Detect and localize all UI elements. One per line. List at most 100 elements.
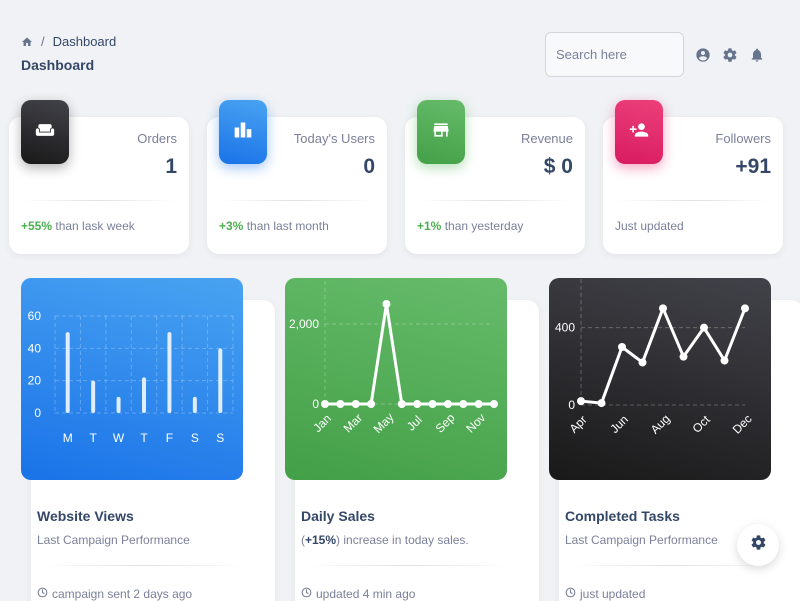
- y-tick-label: 40: [28, 341, 42, 355]
- divider: [565, 565, 779, 566]
- settings-icon[interactable]: [721, 46, 739, 64]
- data-point: [659, 304, 667, 313]
- stat-value: $ 0: [543, 155, 573, 178]
- y-tick-label: 2,000: [289, 317, 319, 331]
- chart-subtitle-text: increase in today sales.: [340, 533, 469, 547]
- x-tick-label: M: [63, 431, 73, 445]
- settings-icon: [750, 534, 767, 556]
- notifications-icon[interactable]: [748, 46, 766, 64]
- divider: [615, 200, 771, 201]
- top-navbar: / Dashboard Dashboard: [0, 0, 800, 95]
- chart-subtitle-emphasis: +15%: [305, 533, 337, 547]
- stat-label: Orders: [137, 131, 177, 146]
- chart-subtitle-text: Last Campaign Performance: [37, 533, 190, 547]
- stat-label: Today's Users: [293, 131, 375, 146]
- chart-box: 0 20 40 60 M T W T F S S: [21, 278, 243, 480]
- data-point: [413, 400, 422, 408]
- bar: [91, 380, 96, 413]
- line-chart: 0 2,000 Jan Mar May Jul Sep Nov: [289, 278, 498, 436]
- stat-value: 1: [165, 155, 177, 178]
- x-tick-label: Aug: [648, 412, 673, 437]
- data-point: [679, 352, 688, 361]
- y-tick-label: 400: [555, 321, 575, 335]
- divider: [219, 200, 375, 201]
- x-tick-label: T: [89, 431, 97, 445]
- chart-footer-text: updated 4 min ago: [316, 587, 416, 601]
- data-point: [443, 400, 452, 408]
- x-tick-label: Apr: [567, 413, 590, 436]
- data-point: [597, 399, 606, 408]
- data-point: [638, 358, 647, 367]
- x-tick-label: Mar: [341, 411, 366, 436]
- data-point: [382, 300, 391, 308]
- account-circle-icon[interactable]: [694, 46, 712, 64]
- data-point: [700, 323, 708, 332]
- store-icon: [431, 120, 451, 145]
- line-chart: 0 400 Apr Jun Aug Oct Dec: [555, 279, 755, 437]
- chart-subtitle: Last Campaign Performance: [37, 533, 190, 547]
- bar: [142, 377, 146, 413]
- divider: [301, 565, 515, 566]
- stat-card-followers: Followers +91 Just updated: [603, 100, 783, 254]
- stat-footer: +1% than yesterday: [417, 219, 523, 233]
- chart-box: 0 2,000 Jan Mar May Jul Sep Nov: [285, 278, 507, 480]
- chart-title: Completed Tasks: [565, 508, 680, 524]
- person-add-icon: [629, 120, 649, 145]
- search-input[interactable]: [545, 32, 684, 77]
- chart-box: 0 400 Apr Jun Aug Oct Dec: [549, 278, 771, 480]
- stat-icon-box: [219, 100, 267, 164]
- breadcrumb: / Dashboard: [21, 34, 116, 49]
- y-tick-label: 0: [568, 398, 575, 412]
- stat-footer-text: Just updated: [615, 219, 684, 233]
- home-icon[interactable]: [21, 36, 33, 48]
- stat-icon-box: [21, 100, 69, 164]
- stat-icon-box: [417, 100, 465, 164]
- chart-footer: updated 4 min ago: [301, 587, 415, 601]
- series-line: [580, 306, 747, 405]
- stat-label: Followers: [715, 131, 771, 146]
- data-point: [741, 304, 749, 313]
- x-tick-label: May: [371, 410, 397, 436]
- chart-footer-text: just updated: [580, 587, 646, 601]
- data-point: [367, 400, 376, 408]
- weekend-icon: [35, 120, 55, 145]
- x-tick-label: Jul: [404, 413, 425, 434]
- stat-change: +55%: [21, 219, 53, 233]
- x-tick-label: S: [216, 431, 224, 445]
- stat-value: 0: [363, 155, 375, 178]
- data-point: [459, 400, 468, 408]
- y-tick-label: 20: [28, 374, 42, 388]
- data-point: [321, 400, 329, 408]
- x-tick-label: F: [166, 431, 173, 445]
- bar-chart: 0 20 40 60 M T W T F S S: [28, 309, 234, 445]
- stat-card-users: Today's Users 0 +3% than last month: [207, 100, 387, 254]
- x-tick-label: Jun: [607, 412, 631, 436]
- series-line: [325, 302, 494, 406]
- chart-card-website-views: 0 20 40 60 M T W T F S S Website Views Last Campai…: [21, 278, 275, 601]
- chart-footer-text: campaign sent 2 days ago: [52, 587, 193, 601]
- stat-label: Revenue: [520, 131, 573, 146]
- stat-footer-text: than last month: [243, 219, 329, 233]
- chart-subtitle: (+15%) increase in today sales.: [301, 533, 469, 547]
- x-tick-label: Sep: [433, 410, 458, 435]
- configurator-button[interactable]: [737, 524, 779, 566]
- data-point: [336, 400, 345, 408]
- x-tick-label: Oct: [690, 412, 714, 436]
- chart-subtitle-text: Last Campaign Performance: [565, 533, 718, 547]
- x-tick-label: Dec: [730, 412, 755, 437]
- stat-footer: +3% than last month: [219, 219, 329, 233]
- data-point: [577, 397, 585, 406]
- bar: [65, 332, 70, 413]
- y-tick-label: 0: [34, 406, 41, 420]
- stat-footer-text: than yesterday: [441, 219, 524, 233]
- chart-title: Daily Sales: [301, 508, 375, 524]
- chart-footer: campaign sent 2 days ago: [37, 587, 192, 601]
- data-point: [490, 400, 498, 408]
- breadcrumb-current[interactable]: Dashboard: [52, 34, 117, 49]
- data-point: [397, 400, 406, 408]
- breadcrumb-separator: /: [41, 34, 45, 49]
- x-tick-label: Jan: [310, 411, 334, 435]
- clock-icon: [565, 587, 576, 601]
- data-point: [474, 400, 483, 408]
- y-tick-label: 60: [28, 309, 42, 323]
